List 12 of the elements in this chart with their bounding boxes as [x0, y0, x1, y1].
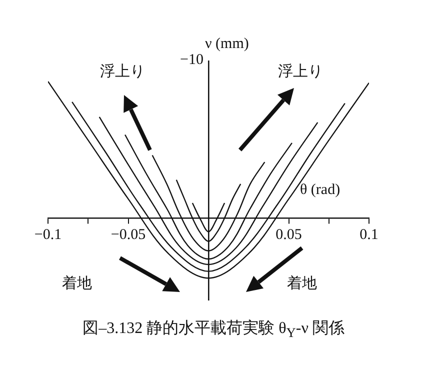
annotation: 着地 [287, 274, 317, 293]
x-axis-title: θ (rad) [300, 182, 340, 199]
x-tick-label: −0.05 [110, 226, 146, 243]
x-tick-label: 0.1 [360, 226, 378, 243]
text: 図–3.132 静的水平載荷実験 θ$_{Y}$-ν 関係 [82, 318, 346, 342]
x-tick-label: −0.1 [34, 226, 62, 243]
x-tick-label: 0.05 [276, 226, 302, 243]
y-axis-title: ν (mm) [205, 36, 249, 53]
text: 浮上り [278, 62, 323, 81]
text: 浮上り [100, 62, 145, 81]
text: −10 [180, 52, 204, 69]
annotation: 着地 [62, 274, 92, 293]
